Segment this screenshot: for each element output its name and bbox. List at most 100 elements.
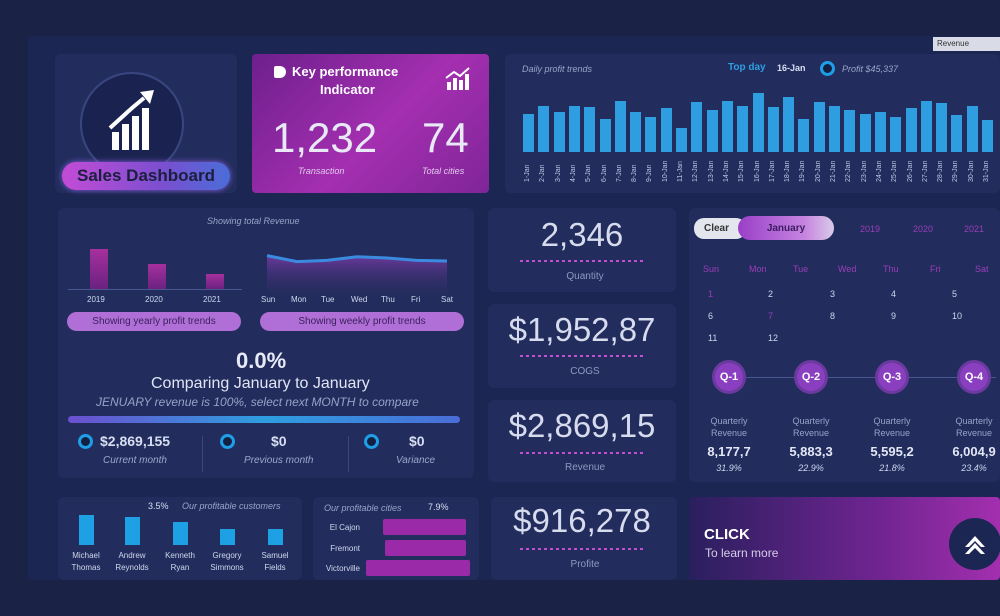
weekday-header: Sun: [703, 264, 720, 274]
calendar-day[interactable]: 6: [708, 311, 714, 321]
customer-first-name: Andrew: [118, 551, 146, 560]
month-selector[interactable]: January: [738, 216, 834, 240]
year-2020[interactable]: 2020: [913, 224, 934, 234]
calendar-day[interactable]: 2: [768, 289, 774, 299]
daily-bar: [706, 109, 718, 152]
daily-bar: [859, 113, 871, 152]
kpi-title-line2: Indicator: [320, 82, 375, 97]
daily-tick-label: 27-Jan: [921, 160, 929, 182]
calendar-day[interactable]: 12: [768, 333, 779, 343]
daily-tick-label: 6-Jan: [600, 164, 608, 182]
calendar-day[interactable]: 10: [952, 311, 963, 321]
calendar-day[interactable]: 11: [708, 333, 718, 343]
quarter-button[interactable]: Q-3: [875, 360, 909, 394]
previous-month-value: $0: [271, 433, 287, 449]
daily-tick-label: 21-Jan: [830, 160, 837, 182]
calendar-day[interactable]: 4: [891, 289, 897, 299]
quarter-connector-line: [746, 377, 996, 378]
daily-bar: [614, 100, 626, 152]
revenue-dropdown[interactable]: Revenue: [933, 37, 1000, 51]
daily-tick-label: 18-Jan: [784, 160, 792, 182]
daily-bar: [844, 109, 856, 152]
separator-dots: [520, 452, 646, 454]
calendar-day[interactable]: 8: [830, 311, 836, 321]
yearly-tick-label: 2020: [145, 295, 163, 304]
logo-circle: [80, 72, 184, 176]
compare-percent: 0.0%: [236, 348, 287, 373]
daily-bar: [798, 118, 810, 152]
clear-button[interactable]: Clear: [694, 218, 746, 239]
daily-bar: [645, 117, 657, 152]
profit-label: Profite: [570, 559, 600, 570]
learn-more-banner[interactable]: [689, 497, 1000, 580]
calendar-day[interactable]: 5: [952, 289, 958, 299]
daily-bar: [599, 118, 611, 152]
daily-bar: [783, 96, 795, 152]
cogs-value: $1,952,87: [508, 311, 656, 348]
quarter-percent: 22.9%: [798, 463, 824, 473]
daily-tick-label: 10-Jan: [661, 160, 669, 182]
growth-bars-icon: [445, 67, 470, 90]
daily-bar: [538, 105, 550, 152]
cities-value: 74: [422, 114, 469, 161]
yearly-bar: [148, 264, 166, 289]
calendar-day[interactable]: 7: [768, 311, 774, 321]
customer-last-name: Ryan: [170, 563, 190, 572]
previous-month-ring-icon: [220, 434, 235, 449]
daily-tick-label: 14-Jan: [722, 160, 730, 182]
quantity-label: Quantity: [566, 271, 604, 282]
quarter-button[interactable]: Q-4: [957, 360, 991, 394]
daily-tick-label: 16-Jan: [753, 160, 761, 182]
daily-tick-label: 4-Jan: [569, 164, 577, 182]
sales-dashboard-label[interactable]: Sales Dashboard: [62, 162, 230, 190]
customers-pct: 3.5%: [148, 501, 169, 511]
compare-title: Comparing January to January: [151, 375, 370, 392]
metric-card-profit: [491, 497, 677, 580]
quarter-button[interactable]: Q-2: [794, 360, 828, 394]
daily-bar: [936, 103, 948, 152]
customer-bar: [268, 529, 283, 545]
daily-bar: [920, 100, 932, 152]
customer-first-name: Samuel: [261, 551, 289, 560]
cities-label: Total cities: [422, 166, 465, 176]
daily-bar: [966, 105, 978, 152]
daily-bar: [890, 117, 902, 152]
daily-bar: [737, 105, 749, 152]
profit-ring-icon: [820, 61, 835, 76]
weekday-header: Wed: [838, 264, 857, 274]
quarter-value: 5,883,3: [789, 444, 833, 459]
cogs-label: COGS: [570, 366, 600, 377]
weekday-header: Mon: [749, 264, 767, 274]
weekly-trends-button[interactable]: Showing weekly profit trends: [260, 312, 464, 331]
city-label: Victorville: [325, 564, 360, 573]
top-day-profit: Profit $45,337: [842, 64, 899, 74]
weekday-header: Tue: [793, 264, 809, 274]
calendar-day[interactable]: 9: [891, 311, 897, 321]
calendar-day[interactable]: 3: [830, 289, 836, 299]
top-day-value: 16-Jan: [777, 63, 806, 73]
daily-bar: [813, 102, 825, 152]
year-2021[interactable]: 2021: [964, 224, 985, 234]
yearly-tick-label: 2019: [87, 295, 105, 304]
weekly-tick-label: Fri: [411, 295, 421, 304]
quarter-caption: Quarterly Revenue: [955, 416, 993, 438]
quarter-value: 6,004,9: [952, 444, 996, 459]
quarter-button[interactable]: Q-1: [712, 360, 746, 394]
daily-tick-label: 1-Jan: [524, 164, 531, 182]
yearly-trends-button[interactable]: Showing yearly profit trends: [67, 312, 241, 331]
customer-bar: [79, 515, 94, 545]
year-2019[interactable]: 2019: [860, 224, 881, 234]
yearly-bar: [90, 249, 108, 289]
revenue-label: Revenue: [564, 462, 606, 473]
weekly-line-chart: [266, 254, 448, 294]
weekly-tick-label: Sat: [441, 295, 454, 304]
cta-subtitle: To learn more: [705, 546, 779, 560]
overview-panel: [58, 208, 474, 478]
calendar-day[interactable]: 1: [708, 289, 714, 299]
daily-tick-label: 25-Jan: [891, 160, 899, 182]
learn-more-button[interactable]: [949, 518, 1000, 570]
divider: [348, 436, 349, 472]
calendar-panel: [689, 208, 1000, 482]
daily-tick-label: 11-Jan: [677, 161, 684, 182]
metric-card-cogs: [488, 304, 676, 388]
